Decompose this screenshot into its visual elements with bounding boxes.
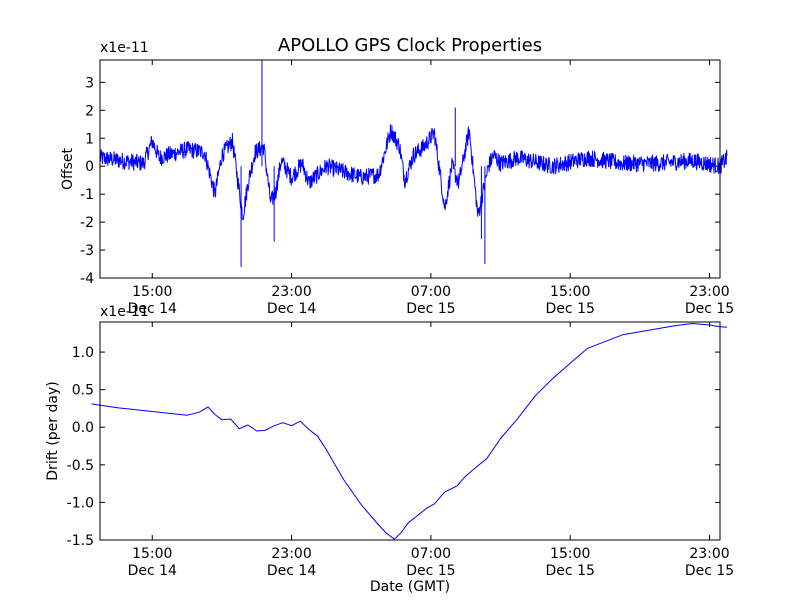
series-line — [91, 323, 728, 540]
xtick-date-label: Dec 14 — [128, 301, 177, 317]
ytick-label: 2 — [85, 103, 94, 119]
xtick-time-label: 23:00 — [271, 284, 311, 300]
ytick-label: 1.0 — [72, 345, 94, 361]
xtick-time-label: 15:00 — [550, 546, 590, 562]
ytick-label: 1 — [85, 131, 94, 147]
ytick-label: -4 — [80, 271, 94, 287]
top-axes-frame — [99, 59, 721, 279]
ytick-label: 0.0 — [72, 420, 94, 436]
xtick-time-label: 07:00 — [411, 284, 451, 300]
xtick-date-label: Dec 14 — [267, 301, 316, 317]
series-line — [99, 124, 728, 220]
xtick-date-label: Dec 15 — [685, 301, 734, 317]
xtick-time-label: 15:00 — [550, 284, 590, 300]
ytick-label: -1.0 — [67, 495, 94, 511]
xtick-date-label: Dec 15 — [406, 301, 455, 317]
top-series — [99, 60, 728, 267]
xtick-time-label: 15:00 — [132, 546, 172, 562]
bottom-offset-text: x1e-11 — [100, 304, 149, 320]
ytick-label: -1 — [80, 187, 94, 203]
xtick-time-label: 07:00 — [411, 546, 451, 562]
xtick-time-label: 23:00 — [689, 284, 729, 300]
bottom-xlabel: Date (GMT) — [370, 579, 450, 595]
ytick-label: -3 — [80, 243, 94, 259]
xtick-time-label: 23:00 — [271, 546, 311, 562]
xtick-date-label: Dec 15 — [685, 563, 734, 579]
ytick-label: -2 — [80, 215, 94, 231]
xtick-date-label: Dec 15 — [546, 301, 595, 317]
bottom-ylabel: Drift (per day) — [45, 381, 61, 480]
top-offset-text: x1e-11 — [100, 40, 149, 56]
xtick-date-label: Dec 14 — [267, 563, 316, 579]
xtick-time-label: 15:00 — [132, 284, 172, 300]
top-ylabel: Offset — [60, 147, 76, 190]
xtick-time-label: 23:00 — [689, 546, 729, 562]
bottom-series — [91, 323, 728, 540]
chart-title: APOLLO GPS Clock Properties — [278, 35, 542, 56]
xtick-date-label: Dec 15 — [406, 563, 455, 579]
ytick-label: 0 — [85, 159, 94, 175]
xtick-date-label: Dec 15 — [546, 563, 595, 579]
ytick-label: 3 — [85, 75, 94, 91]
xtick-date-label: Dec 14 — [128, 563, 177, 579]
ytick-label: -0.5 — [67, 458, 94, 474]
ytick-label: -1.5 — [67, 533, 94, 549]
ytick-label: 0.5 — [72, 383, 94, 399]
bottom-axes-frame — [99, 321, 721, 541]
